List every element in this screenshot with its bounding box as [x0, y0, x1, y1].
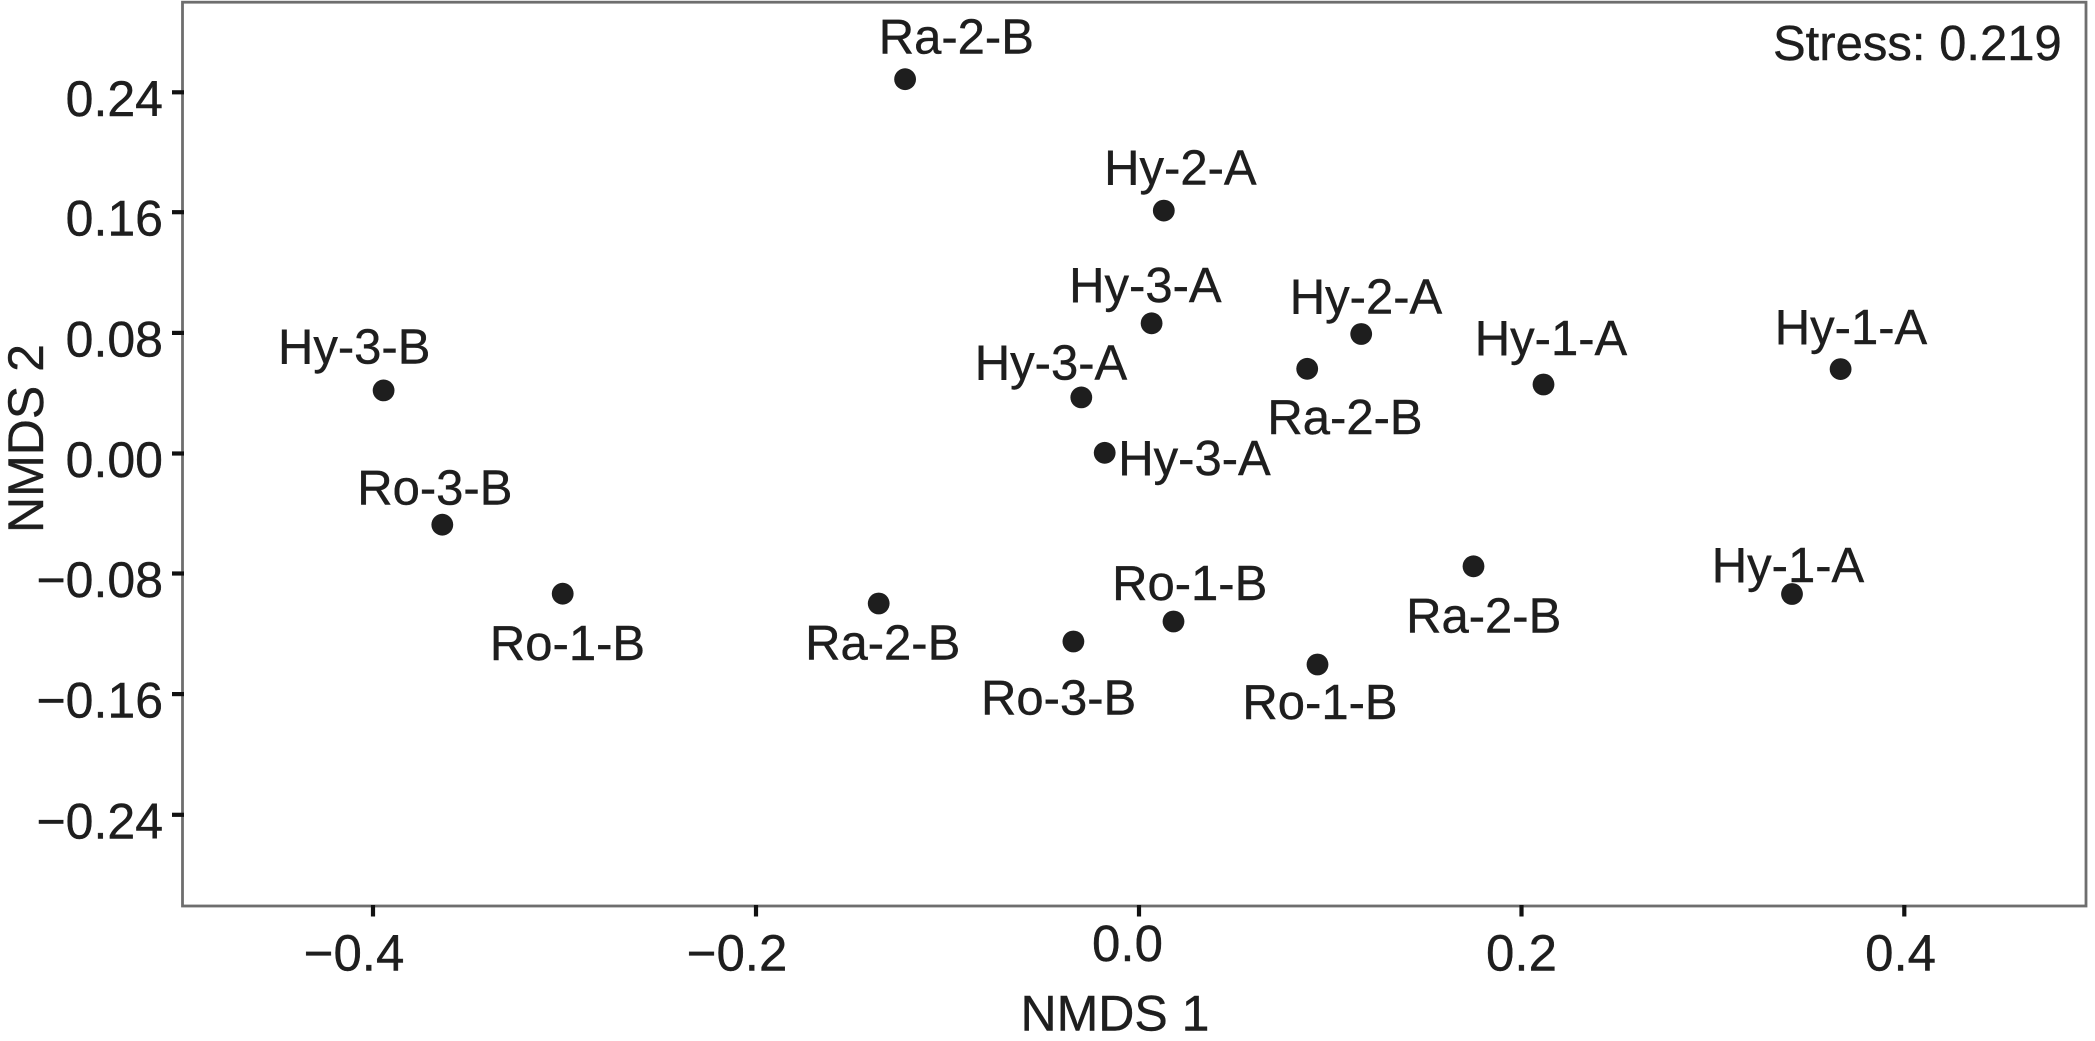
svg-text:Hy-1-A: Hy-1-A [1712, 539, 1865, 593]
svg-text:Ra-2-B: Ra-2-B [879, 11, 1034, 65]
svg-text:NMDS 2: NMDS 2 [0, 344, 54, 533]
svg-text:Ra-2-B: Ra-2-B [1267, 391, 1422, 445]
svg-text:Ro-1-B: Ro-1-B [1112, 557, 1267, 611]
svg-text:Hy-3-A: Hy-3-A [1069, 259, 1222, 313]
svg-text:Hy-2-A: Hy-2-A [1104, 142, 1257, 196]
svg-text:0.16: 0.16 [66, 191, 163, 247]
svg-text:0.4: 0.4 [1865, 925, 1936, 982]
svg-text:Ro-3-B: Ro-3-B [981, 671, 1136, 725]
svg-text:Hy-3-A: Hy-3-A [1118, 432, 1271, 486]
svg-text:0.2: 0.2 [1486, 925, 1557, 982]
svg-text:Stress: 0.219: Stress: 0.219 [1773, 17, 2062, 71]
svg-text:−0.2: −0.2 [687, 925, 788, 982]
svg-text:−0.08: −0.08 [36, 552, 163, 608]
svg-text:Hy-2-A: Hy-2-A [1290, 270, 1443, 324]
svg-text:Hy-3-A: Hy-3-A [975, 336, 1128, 390]
svg-text:Ro-3-B: Ro-3-B [357, 462, 512, 516]
svg-text:Ro-1-B: Ro-1-B [1242, 676, 1397, 730]
svg-text:−0.24: −0.24 [36, 793, 163, 849]
svg-text:−0.4: −0.4 [304, 925, 405, 982]
svg-text:NMDS 1: NMDS 1 [1021, 986, 1210, 1041]
svg-text:Ro-1-B: Ro-1-B [490, 617, 645, 671]
svg-text:Hy-3-B: Hy-3-B [278, 321, 430, 375]
svg-text:Ra-2-B: Ra-2-B [805, 617, 960, 671]
svg-text:0.0: 0.0 [1092, 915, 1163, 972]
svg-text:Hy-1-A: Hy-1-A [1475, 312, 1628, 366]
svg-text:Hy-1-A: Hy-1-A [1775, 301, 1928, 355]
svg-text:0.00: 0.00 [66, 432, 163, 488]
svg-text:−0.16: −0.16 [36, 673, 163, 729]
svg-text:0.08: 0.08 [66, 311, 163, 367]
svg-text:0.24: 0.24 [66, 71, 163, 127]
svg-text:Ra-2-B: Ra-2-B [1406, 590, 1561, 644]
